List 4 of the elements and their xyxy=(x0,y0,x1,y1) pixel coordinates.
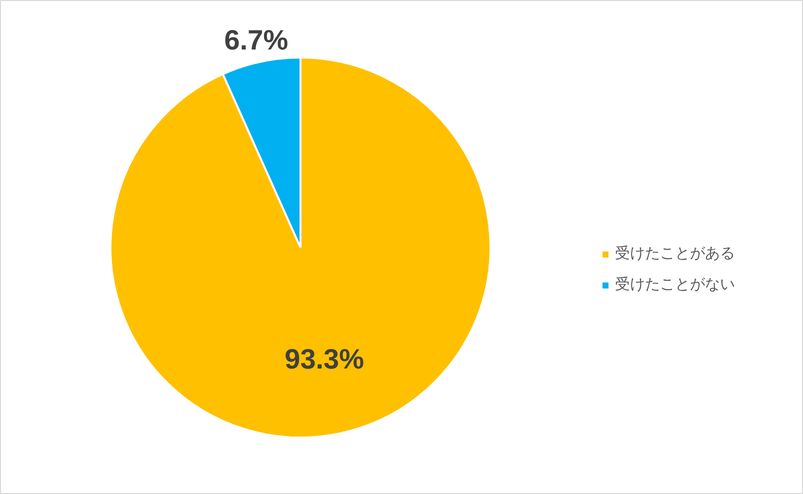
legend-label: 受けたことがない xyxy=(615,275,735,294)
data-label: 6.7% xyxy=(224,24,288,56)
legend-label: 受けたことがある xyxy=(615,244,735,263)
data-label: 93.3% xyxy=(284,343,364,374)
